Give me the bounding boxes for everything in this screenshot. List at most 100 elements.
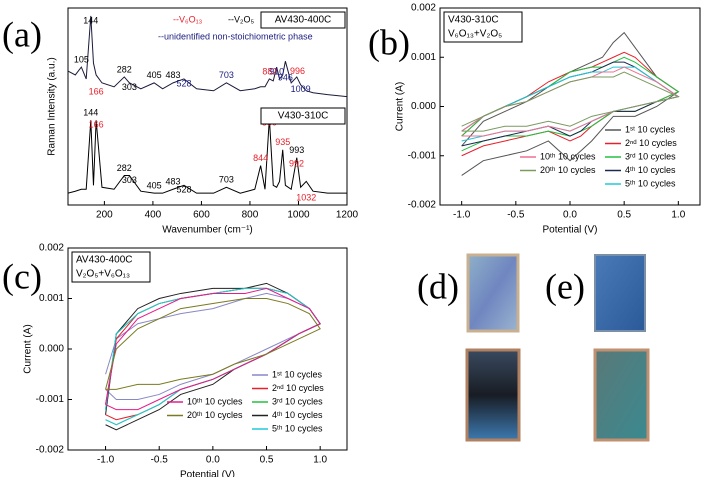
peak-label: 935 [275, 137, 290, 147]
legend-note: --V₆O₁₃ [173, 14, 203, 24]
photo-d [465, 253, 521, 442]
peak-label: 483 [166, 177, 181, 187]
y-tick-label: 0.002 [39, 243, 64, 254]
x-tick-label: 1200 [336, 210, 359, 221]
peak-label: 166 [89, 120, 104, 130]
peak-label: 303 [122, 175, 137, 185]
peak-label: 303 [122, 82, 137, 92]
label-box [443, 11, 523, 43]
peak-label: 703 [219, 175, 234, 185]
legend-note: --unidentified non-stoichiometric phase [158, 31, 313, 41]
peak-label: 703 [219, 70, 234, 80]
box-label: V₂O₅+V₆O₁₃ [76, 269, 130, 280]
peak-label: 483 [166, 70, 181, 80]
series-line [105, 298, 321, 390]
peak-label: 996 [290, 66, 305, 76]
legend-label: 4ᵗʰ 10 cycles [625, 165, 676, 175]
x-tick-label: 0.0 [563, 210, 577, 221]
y-axis-label: Current (A) [395, 82, 406, 131]
legend-label: 1ˢᵗ 10 cycles [625, 124, 676, 134]
x-tick-label: 0.5 [260, 455, 274, 466]
legend-note: --V₂O₅ [228, 14, 254, 24]
series-line [105, 287, 321, 411]
peak-label: 282 [117, 64, 132, 74]
panel-label: (b) [368, 22, 410, 62]
x-tick-label: 200 [96, 210, 113, 221]
peak-label: 528 [176, 78, 191, 88]
y-tick-label: 0.002 [411, 3, 436, 14]
x-tick-label: 0.5 [617, 210, 631, 221]
peak-label: 144 [83, 108, 98, 118]
legend-label: 5ᵗʰ 10 cycles [625, 178, 676, 188]
y-tick-label: 0.001 [39, 293, 64, 304]
panel-label: (e) [545, 266, 585, 306]
peak-label: 946 [278, 73, 293, 83]
y-tick-label: 0.000 [39, 344, 64, 355]
legend-label: 3ʳᵈ 10 cycles [625, 151, 676, 161]
peak-label: 993 [289, 145, 304, 155]
series-line [68, 118, 347, 194]
panel-label: (c) [2, 256, 42, 296]
x-tick-label: -1.0 [97, 455, 115, 466]
box-label: V430-310C [448, 15, 499, 26]
x-axis-label: Potential (V) [542, 225, 597, 236]
x-axis-label: Wavenumber (cm⁻¹) [162, 225, 252, 236]
peak-label: 282 [117, 163, 132, 173]
x-tick-label: 1000 [287, 210, 310, 221]
peak-label: 910 [269, 66, 284, 76]
plot-frame [67, 7, 348, 206]
label-box [71, 251, 151, 283]
legend-label: 3ʳᵈ 10 cycles [272, 396, 323, 406]
name-box [260, 11, 346, 29]
peak-label: 1009 [291, 84, 311, 94]
x-tick-label: 400 [145, 210, 162, 221]
y-axis-label: Current (A) [23, 324, 34, 373]
series-line [105, 282, 321, 431]
y-tick-label: -0.002 [36, 445, 65, 456]
x-tick-label: 1.0 [313, 455, 327, 466]
x-axis-label: Potential (V) [180, 470, 235, 477]
y-tick-label: 0.000 [411, 101, 436, 112]
peak-label: 1032 [296, 193, 316, 203]
y-tick-label: -0.001 [408, 150, 437, 161]
x-tick-label: 800 [242, 210, 259, 221]
peak-label: 405 [147, 70, 162, 80]
legend-label: 20ᵗʰ 10 cycles [187, 410, 243, 420]
peak-label: 528 [176, 185, 191, 195]
y-axis-label: Raman Intensity (a.u.) [47, 57, 58, 155]
peak-label: 882 [262, 67, 277, 77]
legend-label: 2ⁿᵈ 10 cycles [272, 383, 324, 393]
peak-label: 105 [74, 54, 89, 64]
x-tick-label: 0.0 [206, 455, 220, 466]
legend-label: 10ᵗʰ 10 cycles [540, 151, 596, 161]
x-tick-label: -1.0 [453, 210, 471, 221]
y-tick-label: -0.002 [408, 200, 437, 211]
y-tick-label: 0.001 [411, 52, 436, 63]
peak-label: 992 [289, 158, 304, 168]
panel-label: (d) [417, 266, 459, 306]
legend-label: 4ᵗʰ 10 cycles [272, 410, 323, 420]
photo-e [593, 254, 650, 442]
peak-label: 144 [83, 15, 98, 25]
x-tick-label: -0.5 [151, 455, 169, 466]
series-line [68, 15, 347, 98]
series-name: V430-310C [278, 111, 329, 122]
box-label: V₆O₁₃+V₂O₅ [448, 29, 502, 40]
legend-label: 2ⁿᵈ 10 cycles [625, 138, 677, 148]
legend-label: 1ˢᵗ 10 cycles [272, 369, 323, 379]
series-line [461, 71, 680, 132]
box-label: AV430-400C [76, 255, 133, 266]
legend-label: 10ᵗʰ 10 cycles [187, 396, 243, 406]
legend-label: 5ᵗʰ 10 cycles [272, 423, 323, 433]
peak-label: 844 [253, 153, 268, 163]
panel-label: (a) [2, 14, 42, 54]
x-tick-label: -0.5 [507, 210, 525, 221]
legend-label: 20ᵗʰ 10 cycles [540, 165, 596, 175]
peak-label: 166 [89, 86, 104, 96]
peak-label: 405 [147, 181, 162, 191]
x-tick-label: 600 [193, 210, 210, 221]
name-box [260, 107, 346, 125]
x-tick-label: 1.0 [671, 210, 685, 221]
y-tick-label: -0.001 [36, 394, 65, 405]
